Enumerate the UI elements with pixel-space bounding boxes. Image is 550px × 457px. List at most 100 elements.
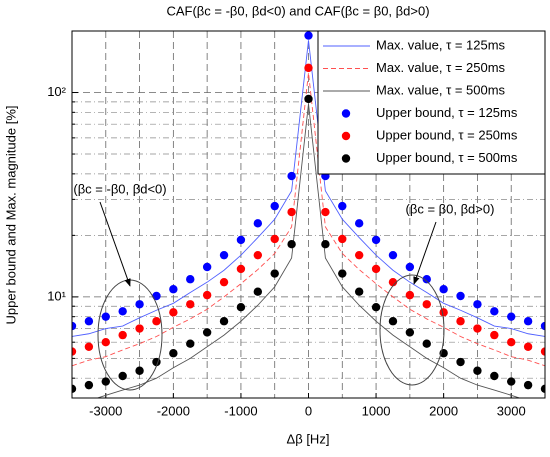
marker	[202, 328, 212, 337]
marker	[287, 240, 296, 249]
arrow	[413, 221, 437, 285]
marker	[523, 317, 533, 326]
marker	[490, 371, 499, 381]
marker	[422, 339, 431, 348]
marker	[354, 219, 364, 228]
marker	[422, 275, 431, 284]
marker	[169, 308, 178, 317]
y-axis-label: Upper bound and Max. magnitude [%]	[3, 106, 18, 325]
legend-label: Upper bound, τ = 500ms	[376, 150, 518, 165]
plot-frame	[71, 30, 546, 399]
marker	[371, 303, 381, 312]
marker	[371, 264, 381, 274]
marker	[540, 347, 545, 356]
legend-marker	[341, 131, 351, 141]
marker	[473, 366, 482, 375]
x-tick-label: 3000	[497, 403, 526, 418]
marker	[354, 287, 364, 296]
marker	[270, 269, 279, 278]
marker	[405, 328, 415, 337]
marker	[236, 235, 246, 245]
marker	[473, 324, 482, 333]
y-tick-label: 10²	[47, 84, 66, 99]
marker	[169, 285, 178, 294]
arrow	[99, 201, 131, 287]
series-line	[72, 40, 545, 337]
marker	[439, 308, 448, 317]
marker	[523, 380, 533, 390]
marker	[456, 317, 465, 326]
x-tick-label: 0	[305, 403, 312, 418]
annotation: (βc = β0, βd>0)	[406, 201, 495, 216]
marker	[152, 317, 161, 326]
legend-marker	[341, 154, 351, 163]
marker	[270, 234, 279, 244]
marker	[202, 290, 212, 300]
chart-title: CAF(βc = -β0, βd<0) and CAF(βc = β0, βd>…	[166, 3, 429, 18]
x-tick-label: -3000	[89, 403, 122, 418]
legend-box	[317, 30, 546, 175]
legend-label: Max. value, τ = 500ms	[376, 82, 506, 97]
marker	[219, 277, 229, 287]
marker	[304, 63, 313, 73]
marker	[388, 317, 398, 326]
x-tick-label: -2000	[157, 403, 190, 418]
series-line	[96, 103, 521, 398]
marker	[371, 235, 381, 245]
marker	[473, 300, 482, 309]
marker	[338, 201, 347, 211]
marker	[84, 380, 94, 390]
marker	[219, 317, 229, 326]
marker	[236, 303, 246, 312]
marker	[202, 262, 212, 272]
x-tick-label: 2000	[429, 403, 458, 418]
marker	[287, 171, 296, 181]
legend-label: Max. value, τ = 125ms	[376, 37, 506, 52]
legend-label: Upper bound, τ = 125ms	[376, 105, 518, 120]
marker	[304, 94, 313, 104]
series-line	[72, 72, 545, 367]
marker	[101, 338, 110, 347]
marker	[338, 269, 347, 278]
marker	[507, 312, 516, 321]
marker	[490, 307, 499, 316]
marker	[422, 300, 431, 309]
marker	[304, 31, 313, 40]
legend-label: Upper bound, τ = 250ms	[376, 127, 518, 142]
legend-label: Max. value, τ = 250ms	[376, 60, 506, 75]
marker	[540, 321, 545, 331]
marker	[72, 384, 77, 393]
marker	[338, 234, 347, 244]
legend-marker	[341, 109, 351, 118]
marker	[186, 275, 195, 284]
marker	[388, 277, 398, 287]
marker	[490, 330, 499, 340]
marker	[253, 219, 263, 228]
marker	[354, 250, 364, 260]
marker	[135, 366, 144, 375]
marker	[253, 250, 263, 260]
marker	[72, 321, 77, 331]
marker	[186, 300, 195, 309]
marker	[456, 357, 465, 367]
marker	[439, 285, 448, 294]
marker	[152, 291, 161, 301]
marker	[118, 307, 127, 316]
marker	[321, 207, 330, 217]
marker	[287, 207, 296, 217]
marker	[507, 338, 516, 347]
marker	[118, 371, 127, 381]
marker	[388, 250, 398, 260]
marker	[507, 377, 516, 386]
marker	[253, 287, 263, 296]
x-axis-label: Δβ [Hz]	[287, 431, 330, 446]
marker	[101, 312, 110, 321]
marker	[236, 264, 246, 274]
marker	[270, 201, 279, 211]
marker	[321, 240, 330, 249]
y-tick-label: 10¹	[47, 288, 66, 303]
marker	[219, 250, 229, 260]
marker	[84, 342, 94, 351]
x-tick-label: -1000	[224, 403, 257, 418]
